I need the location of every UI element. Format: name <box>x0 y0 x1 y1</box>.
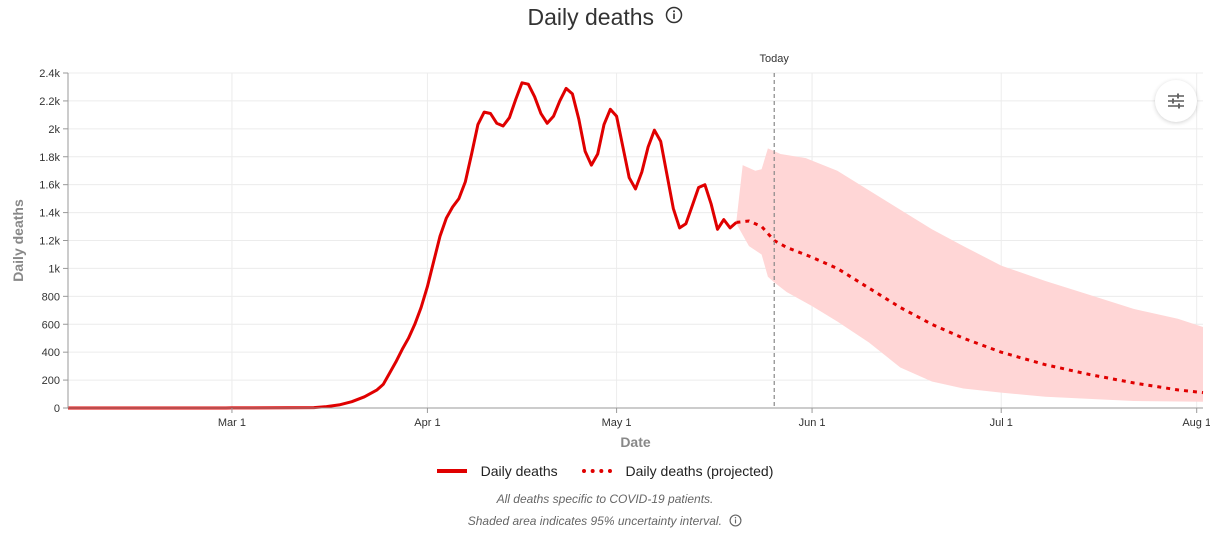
y-tick-label: 800 <box>42 291 60 303</box>
y-tick-label: 2.4k <box>39 68 60 80</box>
chart-lines: Today <box>68 53 1204 410</box>
footnote-uncertainty-text: Shaded area indicates 95% uncertainty in… <box>467 514 722 529</box>
x-tick-label: Mar 1 <box>218 417 246 429</box>
y-tick-label: 200 <box>42 375 60 387</box>
chart-axes: 0 200 400 600 800 1k 1.2k 1.4k 1.6k 1.8k 2k 2.2k 2.4… <box>10 68 1210 450</box>
uncertainty-band-area <box>736 148 1203 402</box>
info-icon[interactable] <box>665 6 683 29</box>
series-daily-deaths-projected <box>736 219 1204 395</box>
x-tick-label: Jun 1 <box>799 417 826 429</box>
y-tick-label: 2.2k <box>39 96 60 108</box>
x-tick-label: Jul 1 <box>990 417 1013 429</box>
y-tick-label: 1.4k <box>39 208 60 220</box>
sliders-icon <box>1168 93 1184 109</box>
daily-deaths-chart: Today 0 200 400 600 800 1k 1.2k 1.4k 1.6k 1.8k 2k 2… <box>10 53 1210 450</box>
footnote-uncertainty: Shaded area indicates 95% uncertainty in… <box>0 514 1210 530</box>
legend-label-projected: Daily deaths (projected) <box>625 463 774 479</box>
y-tick-label: 0 <box>54 403 60 415</box>
y-tick-label: 2k <box>48 124 60 136</box>
legend-item-projected[interactable]: Daily deaths (projected) <box>581 463 774 479</box>
uncertainty-band <box>736 148 1203 402</box>
y-tick-label: 600 <box>42 319 60 331</box>
y-tick-label: 400 <box>42 347 60 359</box>
legend-swatch-dotted <box>581 469 612 473</box>
x-tick-label: Aug 1 <box>1182 417 1210 429</box>
info-icon[interactable] <box>729 514 742 530</box>
series-daily-deaths <box>68 81 738 410</box>
x-axis-title: Date <box>620 434 651 450</box>
x-tick-label: May 1 <box>602 417 632 429</box>
chart-legend: Daily deaths Daily deaths (projected) <box>0 460 1210 479</box>
y-tick-label: 1.8k <box>39 152 60 164</box>
y-tick-label: 1k <box>48 263 60 275</box>
y-tick-label: 1.6k <box>39 180 60 192</box>
today-label: Today <box>760 53 790 65</box>
y-axis-title: Daily deaths <box>10 199 26 282</box>
y-tick-label: 1.2k <box>39 236 60 248</box>
legend-swatch-solid <box>436 469 467 473</box>
chart-title: Daily deaths <box>527 4 655 30</box>
chart-settings-button[interactable] <box>1155 80 1197 122</box>
x-tick-label: Apr 1 <box>414 417 440 429</box>
chart-title-bar: Daily deaths <box>0 4 1210 31</box>
footnote-deaths: All deaths specific to COVID-19 patients… <box>496 492 714 506</box>
legend-label-actual: Daily deaths <box>480 463 558 479</box>
legend-item-actual[interactable]: Daily deaths <box>436 463 558 479</box>
